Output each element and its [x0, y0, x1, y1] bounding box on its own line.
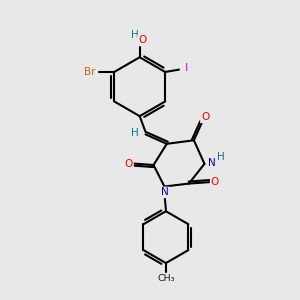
Text: H: H [130, 30, 138, 40]
Text: H: H [130, 128, 138, 138]
Text: I: I [185, 63, 188, 73]
Text: O: O [211, 177, 219, 187]
Text: H: H [217, 152, 224, 162]
Text: O: O [138, 35, 146, 46]
Text: N: N [208, 158, 216, 168]
Text: N: N [161, 188, 169, 197]
Text: CH₃: CH₃ [157, 274, 175, 283]
Text: Br: Br [84, 67, 95, 77]
Text: O: O [201, 112, 209, 122]
Text: O: O [125, 158, 133, 169]
